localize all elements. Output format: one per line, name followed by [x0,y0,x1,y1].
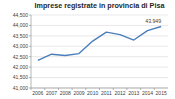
x-tick-label: 2011 [101,90,112,96]
chart: Imprese registrate in provincia di Pisa 4… [0,0,175,99]
line [38,26,161,60]
grid-line [31,56,168,57]
x-tick-label: 2009 [73,90,84,96]
data-label: 43.949 [145,18,161,24]
y-tick-label: 42,500 [13,54,29,60]
grid-line [31,15,168,16]
x-tick-label: 2012 [114,90,125,96]
y-tick-label: 43,000 [13,43,29,49]
y-tick-label: 43,500 [13,33,29,39]
grid-line [31,67,168,68]
grid-line [31,46,168,47]
y-tick-label: 44,000 [13,22,29,28]
x-tick [99,88,100,90]
plot-area [38,26,161,60]
x-tick-label: 2015 [156,90,167,96]
y-tick-label: 42,000 [13,64,29,70]
x-tick-label: 2014 [142,90,153,96]
grid-line [31,25,168,26]
y-tick-label: 41,000 [13,85,29,91]
y-tick-label: 41,500 [13,74,29,80]
x-tick-label: 2007 [46,90,57,96]
x-tick-label: 2010 [87,90,98,96]
y-tick-label: 44,500 [13,12,29,18]
x-tick-label: 2013 [128,90,139,96]
x-tick-label: 2006 [32,90,43,96]
grid-line [31,77,168,78]
title: Imprese registrate in provincia di Pisa [35,1,166,10]
y-axis [31,15,32,88]
x-tick-label: 2008 [60,90,71,96]
